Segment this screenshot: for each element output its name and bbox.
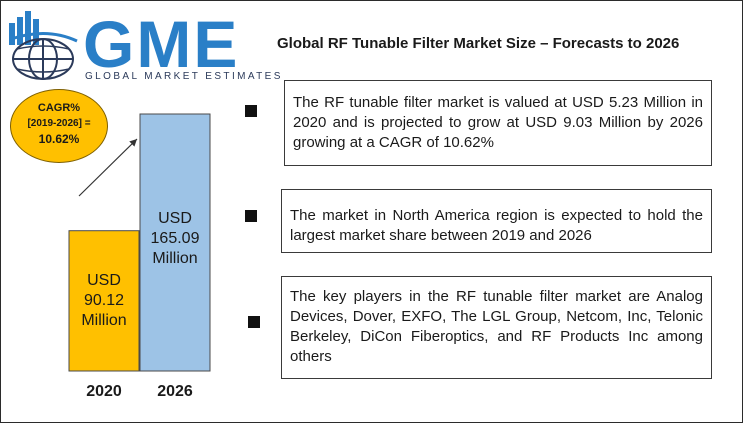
bullet-1-icon [245,105,257,117]
info-box-2-text: The market in North America region is ex… [290,207,703,244]
info-box-2: The market in North America region is ex… [281,189,712,253]
bar-2020 [68,230,140,372]
x-tick-2020: 2020 [86,383,122,400]
cagr-heading: CAGR% [37,102,81,114]
gme-logo: GME GLOBAL MARKET ESTIMATES [7,7,280,85]
market-size-bar-chart [68,113,211,372]
cagr-period: [2019-2026] = [27,118,91,129]
growth-arrow [78,138,138,197]
x-tick-2026: 2026 [157,383,193,400]
bar-value-label-2020: USD 90.12 Million [81,271,127,329]
bar-value-label-2026: USD 165.09 Million [150,210,200,267]
bullet-2-icon [245,210,257,222]
logo-text: GME [83,7,240,81]
bullet-3-icon [248,316,260,328]
cagr-value: 10.62% [38,132,80,146]
cagr-badge: CAGR% [2019-2026] = 10.62% [10,89,108,163]
bar-2026 [139,113,211,372]
info-box-3-text: The key players in the RF tunable filter… [290,288,703,365]
globe-icon [9,11,78,80]
logo-subtitle: GLOBAL MARKET ESTIMATES [85,71,283,82]
info-box-1-text: The RF tunable filter market is valued a… [293,94,703,151]
page-title: Global RF Tunable Filter Market Size – F… [277,35,680,52]
info-box-3: The key players in the RF tunable filter… [281,276,712,379]
info-box-1: The RF tunable filter market is valued a… [284,80,712,166]
